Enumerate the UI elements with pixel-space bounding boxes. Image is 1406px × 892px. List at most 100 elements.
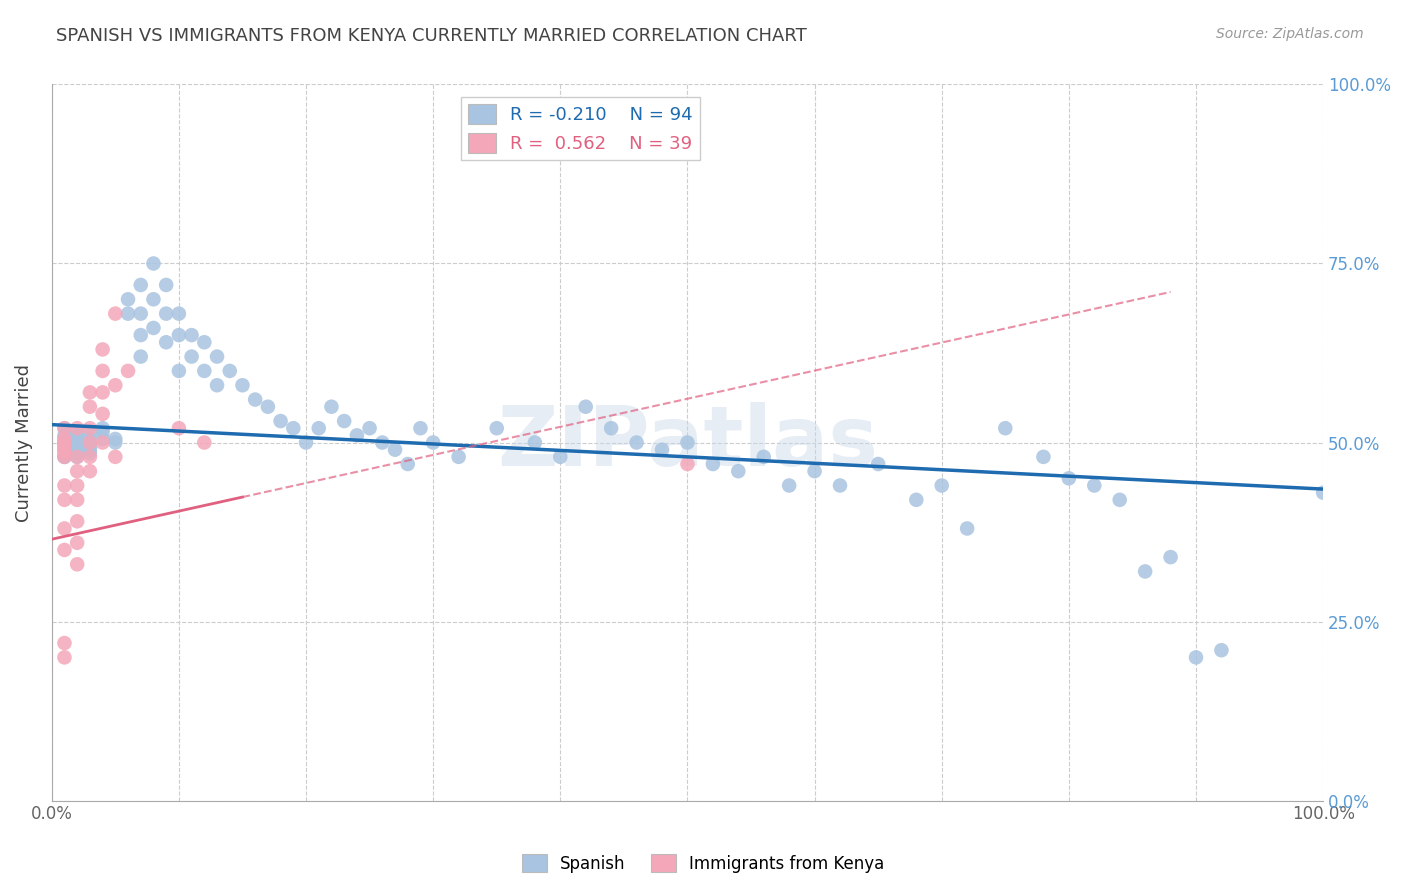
- Point: [53, 650, 76, 665]
- Point: [53, 421, 76, 435]
- Point: [193, 364, 215, 378]
- Point: [193, 435, 215, 450]
- Point: [66, 536, 89, 550]
- Point: [104, 450, 127, 464]
- Point: [868, 457, 890, 471]
- Point: [79, 450, 101, 464]
- Point: [1312, 485, 1334, 500]
- Point: [53, 543, 76, 558]
- Point: [53, 432, 76, 446]
- Point: [778, 478, 800, 492]
- Text: Source: ZipAtlas.com: Source: ZipAtlas.com: [1216, 27, 1364, 41]
- Point: [142, 321, 165, 335]
- Point: [53, 450, 76, 464]
- Point: [53, 450, 76, 464]
- Point: [321, 400, 343, 414]
- Point: [66, 446, 89, 460]
- Point: [956, 521, 979, 535]
- Point: [91, 385, 114, 400]
- Point: [1057, 471, 1080, 485]
- Point: [53, 492, 76, 507]
- Point: [243, 392, 266, 407]
- Point: [79, 439, 101, 453]
- Point: [651, 442, 673, 457]
- Text: ZIPatlas: ZIPatlas: [496, 402, 877, 483]
- Point: [676, 435, 699, 450]
- Legend: R = -0.210    N = 94, R =  0.562    N = 39: R = -0.210 N = 94, R = 0.562 N = 39: [461, 97, 700, 161]
- Point: [702, 457, 724, 471]
- Point: [1133, 565, 1156, 579]
- Point: [66, 478, 89, 492]
- Point: [91, 435, 114, 450]
- Point: [53, 439, 76, 453]
- Point: [53, 636, 76, 650]
- Point: [53, 450, 76, 464]
- Point: [53, 442, 76, 457]
- Point: [205, 378, 228, 392]
- Point: [117, 364, 139, 378]
- Point: [66, 450, 89, 464]
- Point: [79, 446, 101, 460]
- Point: [828, 478, 851, 492]
- Point: [129, 307, 152, 321]
- Point: [600, 421, 623, 435]
- Point: [53, 442, 76, 457]
- Point: [218, 364, 240, 378]
- Legend: Spanish, Immigrants from Kenya: Spanish, Immigrants from Kenya: [515, 847, 891, 880]
- Point: [270, 414, 292, 428]
- Point: [91, 425, 114, 439]
- Point: [1108, 492, 1130, 507]
- Point: [129, 350, 152, 364]
- Point: [104, 435, 127, 450]
- Point: [167, 421, 190, 435]
- Point: [422, 435, 444, 450]
- Point: [257, 400, 280, 414]
- Point: [104, 307, 127, 321]
- Point: [91, 432, 114, 446]
- Point: [676, 457, 699, 471]
- Point: [53, 421, 76, 435]
- Point: [66, 514, 89, 528]
- Point: [79, 421, 101, 435]
- Point: [193, 335, 215, 350]
- Point: [66, 421, 89, 435]
- Point: [1185, 650, 1208, 665]
- Point: [104, 432, 127, 446]
- Point: [142, 293, 165, 307]
- Point: [79, 425, 101, 439]
- Point: [79, 435, 101, 450]
- Point: [79, 464, 101, 478]
- Point: [53, 478, 76, 492]
- Point: [117, 293, 139, 307]
- Point: [727, 464, 749, 478]
- Point: [66, 428, 89, 442]
- Point: [91, 364, 114, 378]
- Point: [79, 385, 101, 400]
- Point: [752, 450, 775, 464]
- Point: [66, 450, 89, 464]
- Point: [384, 442, 406, 457]
- Point: [79, 432, 101, 446]
- Point: [371, 435, 394, 450]
- Point: [91, 407, 114, 421]
- Point: [53, 432, 76, 446]
- Point: [66, 435, 89, 450]
- Point: [167, 364, 190, 378]
- Point: [905, 492, 928, 507]
- Point: [53, 435, 76, 450]
- Point: [79, 442, 101, 457]
- Point: [346, 428, 368, 442]
- Point: [359, 421, 381, 435]
- Point: [231, 378, 253, 392]
- Point: [155, 277, 177, 292]
- Point: [167, 328, 190, 343]
- Point: [626, 435, 648, 450]
- Point: [91, 343, 114, 357]
- Y-axis label: Currently Married: Currently Married: [15, 364, 32, 522]
- Point: [485, 421, 508, 435]
- Point: [167, 307, 190, 321]
- Point: [931, 478, 953, 492]
- Point: [550, 450, 572, 464]
- Point: [295, 435, 318, 450]
- Point: [66, 432, 89, 446]
